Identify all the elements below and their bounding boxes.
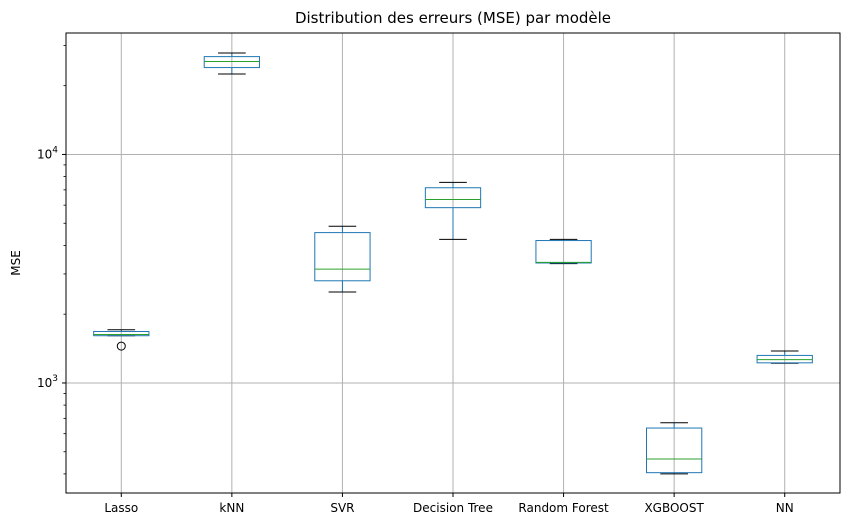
box-lasso <box>93 329 150 351</box>
x-axis: Lasso kNN SVR Decision Tree Random Forest XGB… <box>104 493 794 515</box>
box-decision-tree <box>424 181 482 240</box>
chart-title: Distribution des erreurs (MSE) par modèl… <box>295 9 611 27</box>
y-axis-label: MSE <box>9 250 23 276</box>
box-iqr <box>203 56 260 69</box>
box-iqr <box>535 240 592 264</box>
box-xgboost <box>646 422 703 475</box>
y-axis: 103 104 <box>37 45 66 475</box>
box-iqr <box>314 232 371 282</box>
x-tick-label: XGBOOST <box>644 501 704 515</box>
box-iqr <box>756 354 813 364</box>
x-tick-label: NN <box>776 501 794 515</box>
box-iqr <box>424 187 482 209</box>
flier-point <box>116 341 126 351</box>
box-iqr <box>93 330 150 337</box>
box-nn <box>756 350 813 364</box>
box-iqr <box>646 427 703 474</box>
x-tick-label: SVR <box>330 501 354 515</box>
box-plot-series <box>93 52 813 475</box>
box-random-forest <box>535 238 592 265</box>
x-tick-label: Decision Tree <box>413 501 493 515</box>
y-tick-label: 104 <box>37 145 58 161</box>
x-tick-label: kNN <box>219 501 244 515</box>
grid-lines <box>66 33 840 493</box>
x-tick-label: Random Forest <box>518 501 609 515</box>
box-knn <box>203 52 260 75</box>
y-tick-label: 103 <box>37 374 58 390</box>
x-tick-label: Lasso <box>104 501 138 515</box>
box-svr <box>314 225 371 293</box>
